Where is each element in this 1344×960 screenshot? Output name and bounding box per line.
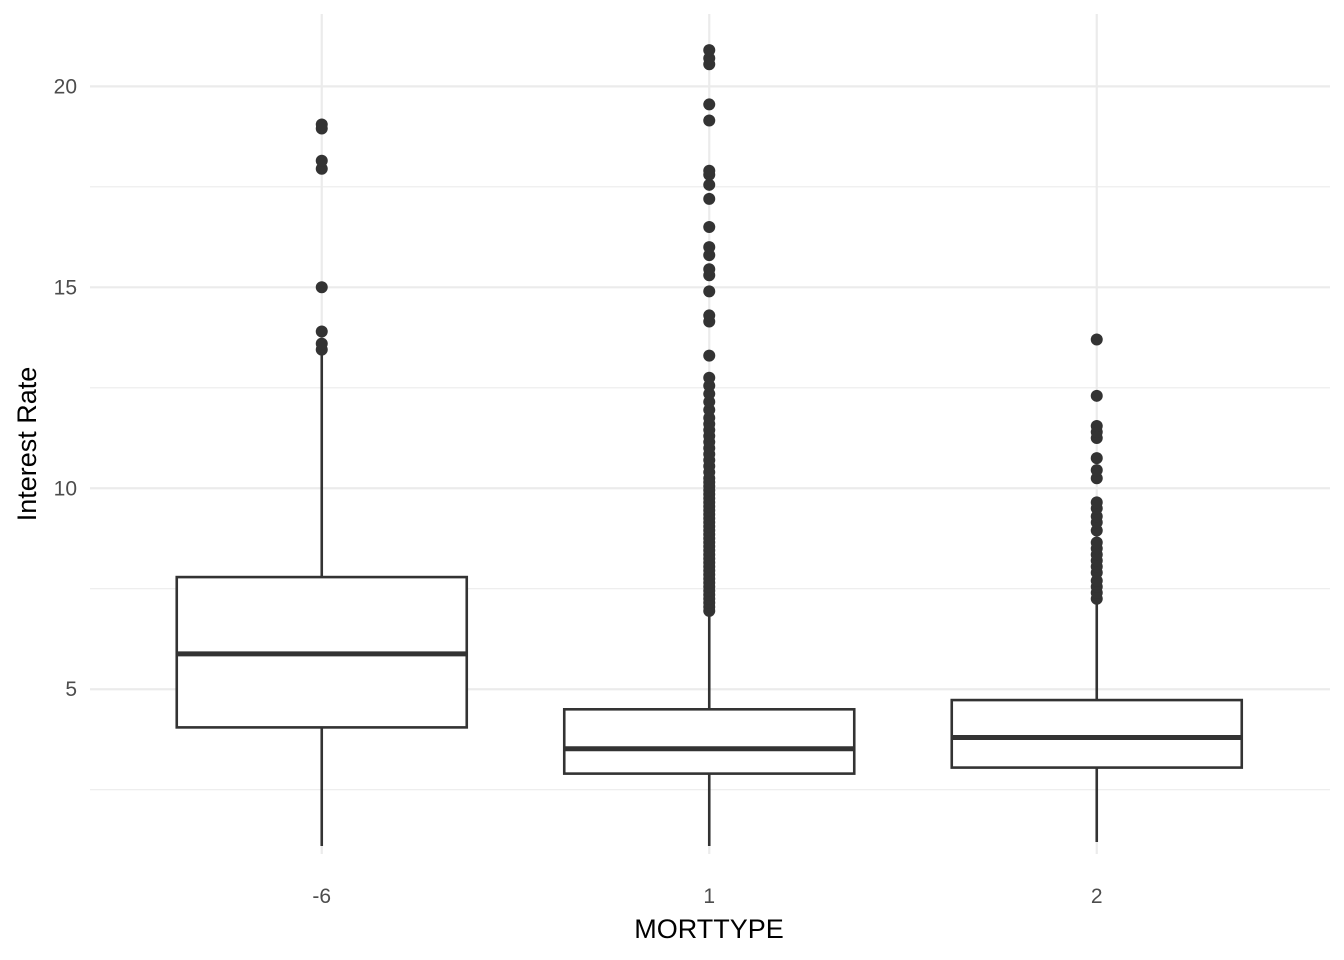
outlier-point: [1090, 452, 1103, 465]
outlier-point: [703, 349, 716, 362]
box-group--6: [175, 118, 469, 846]
y-axis-title: Interest Rate: [12, 367, 42, 522]
outlier-point: [703, 98, 716, 111]
outlier-point: [315, 118, 328, 131]
outlier-point: [703, 164, 716, 177]
y-tick-label: 5: [65, 678, 77, 701]
outlier-point: [315, 325, 328, 338]
boxes-layer: [175, 44, 1244, 846]
x-tick-label: 2: [1091, 885, 1103, 908]
outlier-point: [703, 192, 716, 205]
x-axis-title: MORTTYPE: [634, 914, 784, 944]
outlier-point: [1090, 536, 1103, 549]
y-tick-label: 15: [54, 276, 77, 299]
outlier-point: [1090, 389, 1103, 402]
iqr-box: [950, 698, 1244, 769]
outlier-point: [703, 309, 716, 322]
x-tick-label: 1: [703, 885, 715, 908]
outlier-point: [703, 285, 716, 298]
outlier-point: [1090, 333, 1103, 346]
tick-labels: 5 10 15 20 -6 1 2: [54, 75, 1103, 908]
outlier-point: [1090, 419, 1103, 432]
outlier-point: [703, 241, 716, 254]
box-group-1: [562, 44, 856, 846]
outlier-point: [315, 281, 328, 294]
outlier-point: [703, 114, 716, 127]
x-tick-label: -6: [312, 885, 331, 908]
box-group-2: [950, 333, 1244, 842]
y-tick-label: 10: [54, 477, 77, 500]
outlier-point: [1090, 496, 1103, 509]
outlier-point: [703, 221, 716, 234]
outlier-point: [315, 154, 328, 167]
outlier-point: [703, 44, 716, 57]
outlier-point: [703, 371, 716, 384]
outlier-point: [1090, 464, 1103, 477]
outlier-point: [703, 178, 716, 191]
outlier-point: [703, 263, 716, 276]
iqr-box: [562, 708, 856, 775]
y-tick-label: 20: [54, 75, 77, 98]
outlier-point: [315, 337, 328, 350]
